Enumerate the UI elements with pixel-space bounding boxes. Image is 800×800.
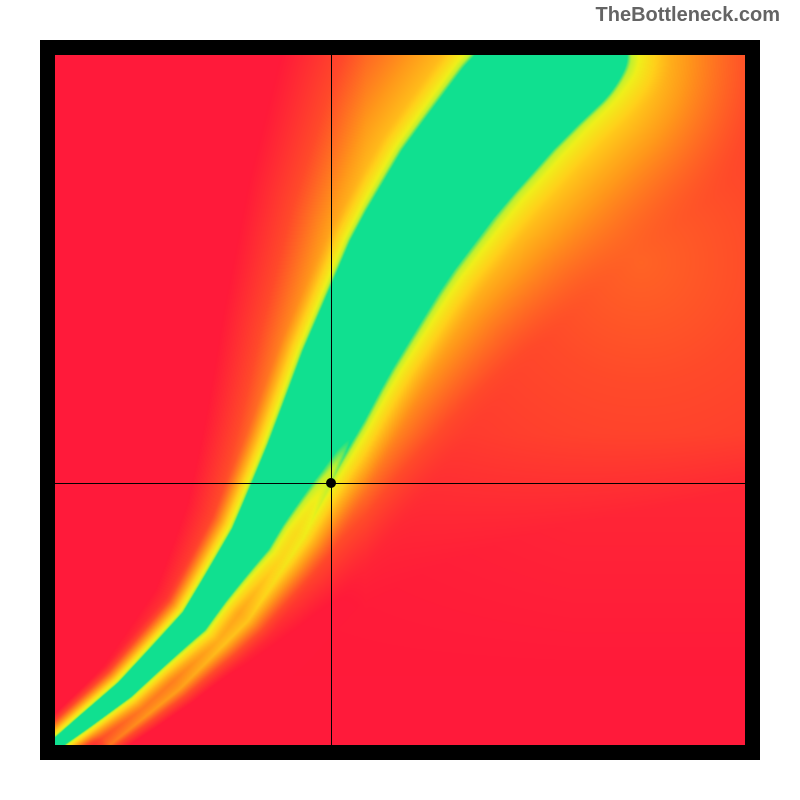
- crosshair-horizontal: [55, 483, 745, 484]
- crosshair-vertical: [331, 55, 332, 745]
- heatmap-canvas: [55, 55, 745, 745]
- marker-dot: [326, 478, 336, 488]
- watermark-text: TheBottleneck.com: [596, 4, 780, 27]
- heatmap-plot: [55, 55, 745, 745]
- root-container: TheBottleneck.com: [0, 0, 800, 800]
- plot-frame: [40, 40, 760, 760]
